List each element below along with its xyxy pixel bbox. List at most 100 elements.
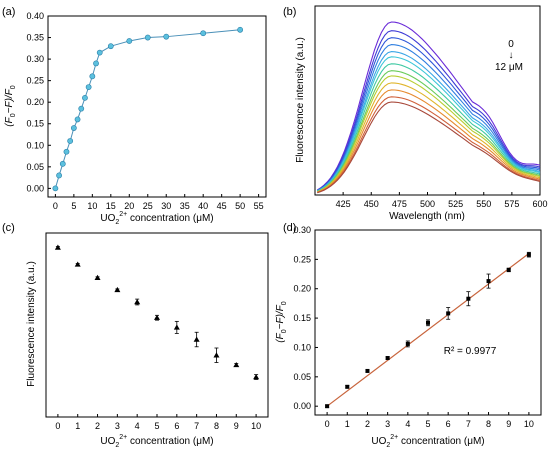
panel-b-xtick-label: 525 [448, 199, 463, 209]
panel-b-xtick-label: 475 [392, 199, 407, 209]
panel-d-ytick-label: 0.15 [293, 313, 311, 323]
panel-d-xtick-label: 2 [365, 419, 370, 429]
panel-c-frame [45, 232, 269, 418]
panel-d-ytick-label: 0.20 [293, 284, 311, 294]
panel-c-xtick-label: 6 [174, 421, 179, 431]
panel-a-point [67, 138, 74, 144]
panel-d-ytick-label: 0.25 [293, 254, 311, 264]
panel-b-spectrum-line [317, 101, 541, 194]
panel-d-ticks: 0 1 2 3 4 5 6 7 8 9 10 0.00 0.05 0.10 0.15 0.20 0.25 0.30 [293, 225, 533, 429]
panel-c-ylabel: Fluorescence intensity (a.u.) [26, 261, 37, 387]
panel-b-spectrum-line [317, 63, 541, 192]
panel-d-fit-line [326, 253, 530, 407]
panel-a-xtick-label: 35 [180, 201, 190, 211]
panel-c-point [213, 352, 220, 358]
panel-d-xtick-label: 3 [385, 419, 390, 429]
panel-b-annotation-bottom: 12 μM [495, 62, 523, 73]
panel-c-point [134, 299, 141, 305]
panel-d-point [426, 320, 430, 325]
panel-a-ytick-label: 0.25 [26, 76, 44, 86]
panel-a-point [74, 116, 81, 123]
panel-b-spectrum-line [317, 96, 541, 194]
panel-a-xtick-label: 15 [106, 201, 116, 211]
panel-a-frame [47, 15, 267, 198]
panel-c-label: (c) [2, 222, 15, 234]
panel-c-ticks: 0 1 2 3 4 5 6 7 8 9 10 [55, 414, 261, 431]
panel-b-annotation-top: 0 [508, 39, 514, 50]
panel-c-xtick-label: 2 [95, 421, 100, 431]
panel-b-spectrum-line [317, 82, 541, 193]
panel-d-point [526, 252, 531, 257]
panel-b-spectrum-line [317, 70, 541, 193]
panel-b-spectrum-line [317, 51, 541, 192]
panel-b-xtick-label: 550 [476, 199, 491, 209]
panel-b-spectrum-line [317, 56, 541, 192]
panel-a-ytick-label: 0.30 [26, 54, 44, 64]
panel-b-xtick-label: 425 [336, 199, 351, 209]
panel-b-spectrum-line [317, 21, 541, 191]
panel-c-xtick-label: 9 [234, 421, 239, 431]
panel-a-ytick-label: 0.20 [26, 97, 44, 107]
panel-d-xtick-label: 5 [425, 419, 430, 429]
panel-b: (b) 425 450 475 500 525 550 575 600 0 ↓ 12 μM W… [283, 5, 548, 222]
panel-d-ytick-label: 0.05 [293, 372, 311, 382]
panel-a-ylabel: (F0−F)/F0 [4, 85, 17, 127]
panel-c-xtick-label: 0 [55, 421, 60, 431]
panel-a-xtick-label: 5 [71, 201, 76, 211]
panel-c-xlabel: UO22+ concentration (μM) [100, 434, 213, 449]
panel-c-xtick-label: 3 [115, 421, 120, 431]
panel-a-point [85, 84, 92, 91]
panel-d-r2-annotation: R² = 0.9977 [444, 346, 497, 357]
panel-a-points [52, 26, 244, 192]
panel-a-point [237, 26, 244, 33]
panel-a-xtick-label: 40 [198, 201, 208, 211]
panel-a-point [59, 160, 66, 167]
panel-a-point [200, 30, 207, 37]
panel-b-spectrum-line [317, 30, 541, 191]
panel-a-point [126, 38, 133, 44]
panel-c-point [54, 244, 61, 250]
panel-a-ytick-label: 0.05 [26, 162, 44, 172]
panel-c-xtick-label: 1 [75, 421, 80, 431]
panel-a-label: (a) [2, 6, 15, 18]
panel-d: (d) 0 1 2 3 4 5 6 7 8 9 10 0.00 0.05 0.10 0.15 0.20 0.25… [275, 222, 542, 449]
panel-b-spectrum-line [317, 44, 541, 192]
panel-a-ytick-label: 0.40 [26, 11, 44, 21]
panel-d-point [466, 296, 471, 301]
panel-d-xtick-label: 10 [524, 419, 534, 429]
panel-c-point [193, 336, 200, 342]
panel-c-point [233, 361, 240, 368]
panel-c-point [253, 374, 260, 380]
panel-a-point [70, 125, 77, 131]
panel-a-point [89, 73, 96, 80]
panel-c-xtick-label: 4 [135, 421, 140, 431]
panel-c-xtick-label: 5 [154, 421, 159, 431]
panel-b-ylabel: Fluorescence intensity (a.u.) [295, 37, 306, 163]
panel-d-point [405, 341, 410, 346]
panel-d-ytick-label: 0.10 [293, 342, 311, 352]
panel-d-xtick-label: 6 [446, 419, 451, 429]
panel-a-point [93, 60, 99, 67]
panel-c-xtick-label: 8 [214, 421, 219, 431]
panel-a-xlabel: UO22+ concentration (μM) [100, 211, 213, 226]
panel-c-point [114, 286, 121, 293]
panel-d-point [345, 384, 350, 389]
panel-d-point [446, 311, 451, 316]
panel-c-point [94, 274, 101, 280]
panel-d-xtick-label: 1 [345, 419, 350, 429]
panel-d-ylabel: (F0−F)/F0 [275, 301, 288, 343]
panel-c-points [54, 244, 260, 380]
panel-a-xtick-label: 30 [161, 201, 171, 211]
panel-a-xtick-label: 0 [53, 201, 58, 211]
panel-d-xtick-label: 8 [486, 419, 491, 429]
panel-b-xlabel: Wavelength (nm) [389, 211, 465, 222]
panel-d-point [486, 279, 491, 284]
panel-c-xtick-label: 10 [251, 421, 261, 431]
panel-c-xtick-label: 7 [194, 421, 199, 431]
panel-a-point [63, 148, 70, 155]
panel-d-points [325, 251, 531, 409]
panel-b-spectrum-line [317, 37, 541, 191]
panel-c-point [74, 261, 81, 267]
panel-d-xtick-label: 0 [325, 419, 330, 429]
